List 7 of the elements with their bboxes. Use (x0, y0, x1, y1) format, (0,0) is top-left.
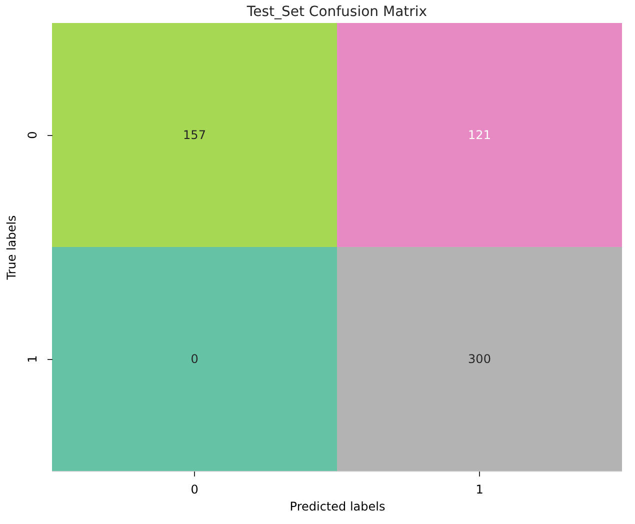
y-axis-title: True labels (4, 215, 18, 281)
data-label: 0 (190, 352, 198, 366)
data-label: 157 (183, 128, 206, 142)
data-label: 300 (468, 352, 491, 366)
x-axis-title: Predicted labels (290, 500, 386, 514)
chart-title: Test_Set Confusion Matrix (246, 4, 428, 20)
data-label: 121 (468, 128, 491, 142)
